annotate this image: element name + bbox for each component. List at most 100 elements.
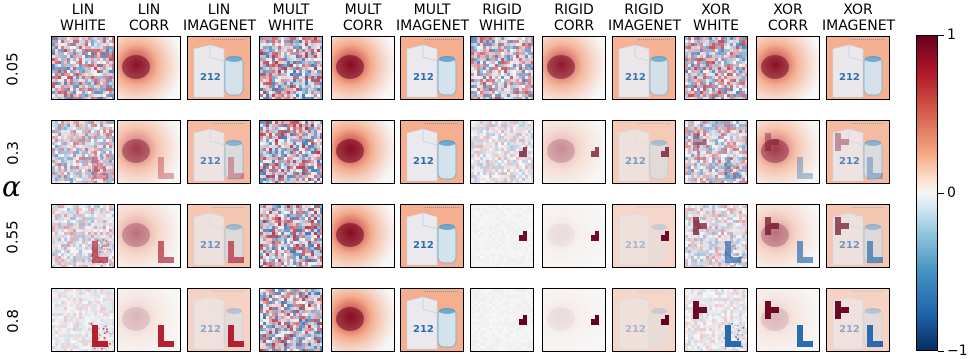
signal-t-shape	[693, 133, 707, 151]
signal-small-shape	[591, 147, 599, 157]
heatmap-image	[471, 205, 533, 267]
column-header: LIN CORR	[113, 2, 185, 34]
corr-blob	[547, 223, 575, 247]
signal-l-shape	[158, 157, 174, 179]
signal-l-shape	[723, 239, 745, 267]
heatmap-image: 212	[613, 289, 675, 351]
column-header-line1: LIN	[137, 2, 161, 18]
column-header: XOR IMAGENET	[822, 2, 896, 34]
carton-number-text: 212	[200, 72, 221, 83]
corr-blob	[547, 55, 575, 79]
white-noise-background	[471, 289, 533, 351]
heatmap-cell	[684, 36, 748, 100]
heatmap-cell	[756, 204, 820, 268]
heatmap-cell: 212	[187, 36, 251, 100]
heatmap-cell	[51, 288, 115, 352]
column-header-line2: IMAGENET	[822, 18, 896, 34]
heatmap-image	[118, 121, 180, 183]
carton-number-text: 212	[625, 156, 646, 167]
column-header-line1: XOR	[843, 2, 873, 18]
signal-t-shape	[693, 217, 707, 235]
heatmap-cell	[470, 288, 534, 352]
heatmap-image	[52, 121, 114, 183]
heatmap-cell	[756, 36, 820, 100]
row-label-text: 0.8	[3, 309, 22, 333]
signal-l-shape	[723, 323, 745, 350]
heatmap-image	[757, 205, 819, 267]
corr-blob	[547, 139, 575, 163]
signal-l-shape	[90, 155, 112, 183]
heatmap-cell	[756, 120, 820, 184]
heatmap-cell: 212	[187, 120, 251, 184]
heatmap-cell: 212	[400, 288, 464, 352]
heatmap-cell: 212	[826, 120, 890, 184]
corr-blob	[336, 55, 364, 79]
signal-l-shape	[90, 323, 112, 351]
row-label: 0.55	[0, 204, 26, 270]
imagenet-background	[188, 37, 250, 99]
column-header-line2: IMAGENET	[396, 18, 470, 34]
corr-blob	[761, 55, 789, 79]
column-header-line2: IMAGENET	[608, 18, 682, 34]
colorbar-tick	[938, 35, 944, 36]
heatmap-cell	[51, 204, 115, 268]
imagenet-background	[401, 121, 463, 183]
corr-blob	[336, 139, 364, 163]
heatmap-cell	[542, 36, 606, 100]
heatmap-cell: 212	[612, 36, 676, 100]
column-header-line1: XOR	[773, 2, 803, 18]
signal-l-shape	[90, 239, 112, 267]
white-noise-background	[52, 37, 114, 99]
signal-t-shape	[835, 217, 849, 235]
carton-number-text: 212	[200, 156, 221, 167]
heatmap-image	[757, 121, 819, 183]
heatmap-image	[757, 289, 819, 351]
column-header: LIN WHITE	[47, 2, 119, 34]
carton-number-text: 212	[413, 156, 434, 167]
heatmap-image	[118, 289, 180, 351]
heatmap-image	[685, 37, 747, 99]
correlated-background	[757, 205, 819, 267]
heatmap-image	[685, 205, 747, 267]
heatmap-cell: 212	[612, 120, 676, 184]
heatmap-cell	[331, 120, 395, 184]
signal-small-shape	[661, 315, 669, 325]
heatmap-image	[332, 289, 394, 351]
white-noise-background	[52, 289, 114, 351]
heatmap-cell: 212	[400, 36, 464, 100]
heatmap-image: 212	[613, 205, 675, 267]
heatmap-cell	[117, 120, 181, 184]
white-noise-background	[260, 37, 322, 99]
heatmap-cell	[259, 36, 323, 100]
heatmap-image: 212	[188, 205, 250, 267]
white-noise-background	[52, 205, 114, 267]
signal-l-shape	[867, 325, 883, 347]
heatmap-cell	[331, 36, 395, 100]
heatmap-cell	[331, 288, 395, 352]
heatmap-cell	[259, 120, 323, 184]
signal-l-shape	[158, 241, 174, 263]
heatmap-cell	[331, 204, 395, 268]
signal-l-shape	[797, 325, 813, 347]
imagenet-background	[188, 121, 250, 183]
heatmap-image: 212	[401, 37, 463, 99]
corr-blob	[122, 223, 150, 247]
column-header-line1: LIN	[207, 2, 231, 18]
corr-blob	[122, 307, 150, 331]
column-header: RIGID IMAGENET	[608, 2, 682, 34]
corr-blob	[547, 307, 575, 331]
signal-l-shape	[723, 155, 744, 183]
column-header: MULT CORR	[327, 2, 399, 34]
heatmap-image	[260, 289, 322, 351]
column-header-line1: MULT	[272, 2, 310, 18]
alpha-axis-label: α	[2, 170, 21, 203]
heatmap-image	[543, 37, 605, 99]
imagenet-background	[827, 121, 889, 183]
heatmap-cell	[470, 204, 534, 268]
heatmap-cell: 212	[400, 204, 464, 268]
heatmap-cell	[259, 204, 323, 268]
colorbar	[916, 35, 938, 351]
correlated-background	[118, 121, 180, 183]
heatmap-image	[685, 289, 747, 351]
signal-small-shape	[591, 315, 599, 325]
